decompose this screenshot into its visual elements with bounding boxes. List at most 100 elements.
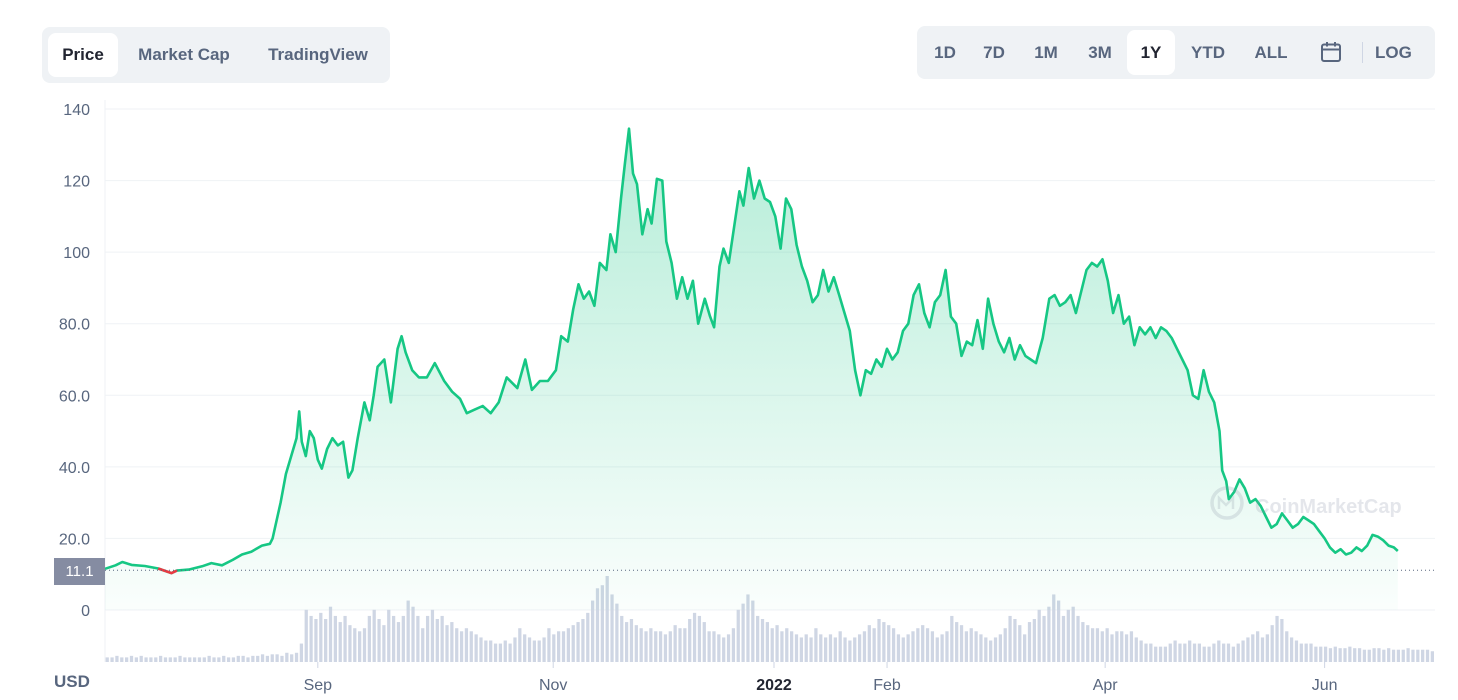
volume-bar (950, 615, 954, 662)
volume-bar (1110, 634, 1114, 662)
volume-bar (1382, 649, 1386, 662)
range-1m-button[interactable]: 1M (1034, 43, 1058, 62)
volume-bar (1241, 640, 1245, 662)
volume-bar (304, 609, 308, 662)
tab-tradingview[interactable]: TradingView (268, 45, 368, 64)
volume-bar (479, 637, 483, 662)
range-7d-button[interactable]: 7D (983, 43, 1005, 62)
range-ytd-button[interactable]: YTD (1191, 43, 1225, 62)
volume-bar (731, 628, 736, 662)
volume-bar (639, 628, 643, 662)
range-3m-button[interactable]: 3M (1088, 43, 1112, 62)
volume-bar (1372, 648, 1376, 662)
volume-bar (979, 634, 983, 662)
volume-bar (765, 622, 769, 662)
volume-bar (1076, 615, 1080, 662)
volume-bar (571, 625, 575, 662)
volume-bar (663, 634, 668, 662)
volume-bar (425, 615, 430, 662)
volume-bar (115, 655, 119, 662)
volume-bar (964, 631, 969, 662)
volume-bar (1173, 640, 1177, 662)
volume-bar (1387, 648, 1391, 662)
volume-bar (489, 640, 493, 662)
volume-bar (722, 637, 726, 662)
volume-bar (353, 628, 357, 662)
volume-bar (1047, 606, 1051, 662)
volume-bar (683, 628, 687, 662)
volume-bar (799, 637, 803, 662)
volume-bar (1275, 615, 1279, 662)
y-tick-label: 60.0 (59, 388, 90, 405)
volume-bar (435, 619, 439, 662)
volume-bar (566, 628, 570, 662)
volume-bar (1236, 643, 1240, 662)
tab-market-cap[interactable]: Market Cap (138, 45, 230, 64)
volume-bar (377, 619, 381, 662)
volume-bar (1134, 637, 1138, 662)
volume-bar (328, 606, 333, 662)
volume-bar (1095, 628, 1100, 662)
volume-bar (459, 631, 464, 662)
volume-bar (1158, 646, 1163, 662)
volume-bar (712, 631, 716, 662)
volume-bar (746, 594, 750, 662)
volume-bar (1430, 651, 1434, 662)
volume-bar (1294, 640, 1299, 662)
volume-bar (751, 600, 755, 662)
volume-bar (338, 622, 342, 662)
volume-bar (916, 628, 920, 662)
volume-bar (178, 655, 182, 662)
watermark-text: CoinMarketCap (1255, 496, 1402, 518)
volume-bar (702, 622, 706, 662)
volume-bar (935, 637, 939, 662)
volume-bar (833, 637, 837, 662)
volume-bar (1052, 594, 1056, 662)
divider (1362, 42, 1363, 63)
volume-bar (1285, 631, 1289, 662)
volume-bar (770, 628, 774, 662)
volume-bar (1086, 625, 1090, 662)
volume-bar (1416, 649, 1420, 662)
volume-bar (814, 628, 818, 662)
volume-bar (362, 628, 367, 662)
volume-bar (887, 625, 891, 662)
watermark: CoinMarketCap (1210, 486, 1402, 520)
volume-bar (1328, 648, 1333, 662)
x-tick-label: Jun (1312, 677, 1338, 694)
range-1d-button[interactable]: 1D (934, 43, 956, 62)
range-1y-button[interactable]: 1Y (1127, 30, 1175, 75)
volume-bar (1338, 648, 1342, 662)
volume-bar (911, 631, 915, 662)
tab-price[interactable]: Price (48, 33, 118, 77)
volume-bar (736, 609, 740, 662)
volume-bar (280, 655, 284, 662)
volume-bar (508, 643, 512, 662)
calendar-icon[interactable] (1319, 40, 1343, 64)
volume-bar (358, 631, 362, 662)
volume-bar (1280, 619, 1284, 662)
range-all-button[interactable]: ALL (1254, 43, 1288, 62)
volume-bar (1027, 622, 1032, 662)
volume-bar (921, 625, 925, 662)
volume-bar (532, 640, 537, 662)
volume-bar (523, 634, 527, 662)
volume-bar (649, 628, 653, 662)
time-range-selector: 1D 7D 1M 3M 1Y YTD ALL LOG (917, 26, 1435, 79)
volume-bar (610, 594, 614, 662)
volume-bar (591, 600, 595, 662)
volume-bar (154, 657, 158, 662)
volume-bar (270, 654, 274, 662)
volume-bar (217, 657, 221, 662)
volume-bar (1425, 649, 1430, 662)
volume-bar (717, 634, 721, 662)
volume-bar (853, 637, 857, 662)
x-tick-label: Feb (873, 677, 901, 694)
volume-bar (139, 655, 143, 662)
volume-bar (688, 619, 692, 662)
volume-bar (1353, 648, 1357, 662)
volume-bar (256, 655, 260, 662)
volume-bar (1406, 648, 1410, 662)
log-scale-toggle[interactable]: LOG (1375, 43, 1412, 62)
volume-bar (1149, 643, 1153, 662)
